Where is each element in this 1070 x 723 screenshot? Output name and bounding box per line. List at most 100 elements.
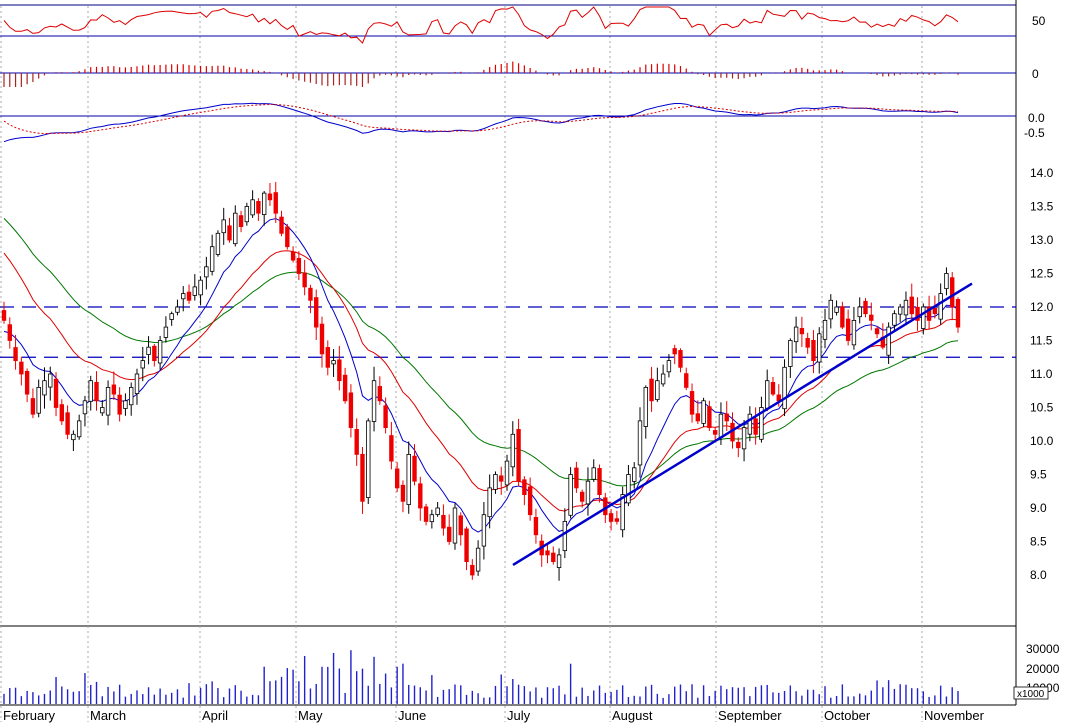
candle [869,302,874,331]
candle [423,503,429,526]
candle [204,256,209,290]
candle [545,542,550,564]
candle [741,420,747,462]
candle [400,480,406,513]
candle [759,396,764,443]
candle [389,422,394,470]
candle [406,441,411,514]
candle [215,230,221,257]
candle [626,465,631,507]
candle [59,399,65,425]
candle [666,354,672,378]
candle [579,489,585,508]
moving-average-long [3,218,959,487]
candle [632,462,637,489]
price-tick-label: 11.5 [1030,334,1053,348]
momentum-histogram [3,61,959,87]
candle [527,477,533,521]
candle [348,384,354,438]
candle [840,301,845,330]
candle [105,380,111,426]
candle [377,376,383,405]
candle [834,300,839,316]
candle [921,303,926,335]
candle [678,348,683,373]
candle [614,510,620,525]
candle [504,454,510,491]
candle [82,395,88,427]
month-gridlines [0,6,923,722]
month-axis: February March April May June July August Septe… [3,708,985,723]
candle [435,502,440,517]
candle [325,340,330,376]
month-label-april: April [202,708,228,723]
candle [314,289,319,341]
month-label-may: May [298,708,323,723]
candle [152,343,157,367]
moving-average-short [3,218,959,533]
rsi-line [3,6,959,44]
candle [458,512,463,546]
candle [597,464,602,503]
candle [117,387,122,422]
candle [250,190,255,218]
candle [267,182,273,206]
candle [279,210,284,237]
candle [533,508,539,544]
candle [805,332,810,354]
price-tick-label: 11.0 [1030,367,1053,381]
candle [556,548,562,581]
candle [186,284,192,304]
candle [175,299,180,316]
candle [788,338,793,378]
candle [481,501,487,560]
candle [192,274,197,301]
candle [342,367,348,404]
candle [655,367,660,402]
candle [591,459,596,482]
candle [892,310,897,331]
candle [198,276,203,306]
candle [493,471,498,494]
candle [782,359,787,417]
candle [747,406,753,442]
macd-panel: 0.0 -0.5 [0,102,1045,143]
month-label-july: July [507,708,531,723]
price-tick-label: 13.0 [1030,233,1054,247]
rsi-tick-label: 50 [1032,14,1046,28]
candle [65,405,70,440]
candle [371,366,377,432]
price-tick-label: 10.5 [1030,401,1054,415]
candle [689,383,695,423]
price-tick-label: 12.0 [1030,300,1054,314]
macd-tick-label-zero: 0.0 [1028,111,1045,125]
candle [302,259,307,296]
candle [475,540,481,576]
candle [874,326,880,339]
candle [712,427,718,442]
volume-panel: 30000 20000 10000 x1000 [3,642,1060,704]
candle [464,526,469,571]
candle [799,316,805,348]
month-label-august: August [612,708,653,723]
month-label-november: November [924,708,985,723]
candle [857,297,862,324]
candle [354,418,359,466]
candle [412,444,417,486]
candle [915,297,920,331]
candle [695,400,701,424]
candle [817,327,822,374]
candle [233,205,238,247]
candle [926,295,932,330]
candle [811,330,816,374]
candle [163,316,169,343]
candle [383,397,388,434]
moving-average-medium [3,250,959,512]
candle [290,246,296,263]
candle [637,407,643,478]
candle [111,371,117,401]
price-tick-label: 13.5 [1030,200,1054,214]
candlesticks [1,181,961,581]
candle [1,301,7,324]
candle [447,514,452,545]
